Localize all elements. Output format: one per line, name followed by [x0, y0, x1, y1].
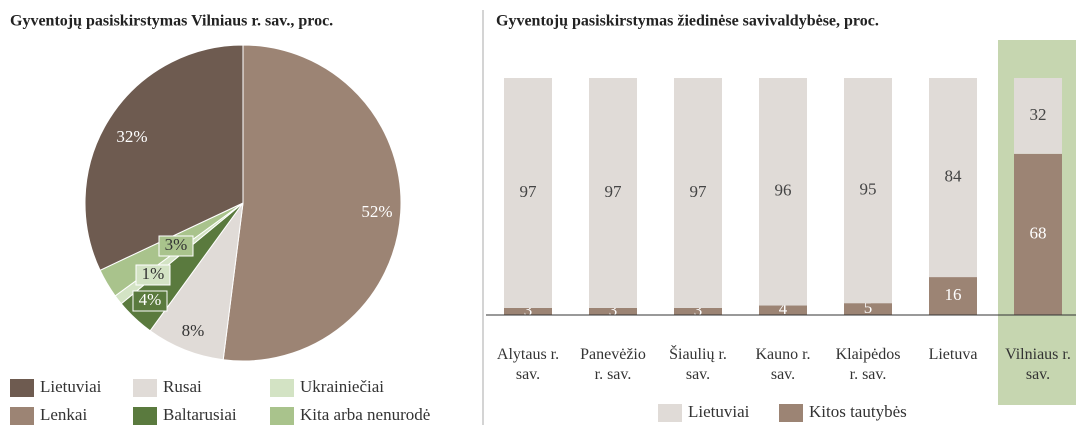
label-box — [135, 264, 171, 286]
data-label: 68 — [1030, 223, 1047, 242]
data-label: 5 — [864, 298, 873, 317]
bar-segment — [844, 303, 892, 315]
legend-swatch — [658, 404, 682, 422]
bar-segment — [674, 78, 722, 308]
data-label: 3 — [524, 300, 533, 319]
legend-swatch — [10, 379, 34, 397]
data-label: 96 — [775, 181, 792, 200]
data-label: 32% — [116, 127, 147, 146]
bar-segment — [1014, 153, 1062, 315]
legend-swatch — [270, 379, 294, 397]
bar-segment — [759, 305, 807, 315]
pie-slice — [84, 44, 244, 271]
legend-swatch — [10, 407, 34, 425]
bar-title: Gyventojų pasiskirstymas žiedinėse saviv… — [496, 13, 879, 30]
bar-segment — [589, 78, 637, 308]
pie-slice — [222, 44, 402, 362]
x-tick-label: Alytaus r. sav. — [496, 346, 560, 383]
data-label: 97 — [690, 182, 708, 201]
bar-segment — [929, 277, 977, 315]
legend-label: Kitos tautybės — [809, 402, 907, 421]
data-label: 3% — [165, 235, 188, 254]
bar-segment — [589, 307, 637, 315]
legend-label: Ukrainiečiai — [300, 377, 384, 396]
legend-swatch — [133, 407, 157, 425]
legend-label: Lietuviai — [688, 402, 750, 421]
legend-label: Lenkai — [40, 405, 87, 424]
data-label: 84 — [945, 166, 963, 185]
data-label: 4 — [779, 299, 788, 318]
x-tick-label: Klaipėdos r. sav. — [835, 346, 901, 383]
data-label: 1% — [142, 264, 165, 283]
data-label: 3 — [694, 300, 703, 319]
bar-segment — [929, 78, 977, 278]
x-tick-label: Panevėžio r. sav. — [580, 346, 646, 383]
data-label: 4% — [139, 290, 162, 309]
data-label: 97 — [605, 182, 623, 201]
legend-label: Kita arba nenurodė — [300, 405, 430, 424]
pie-title: Gyventojų pasiskirstymas Vilniaus r. sav… — [10, 13, 333, 30]
x-tick-label: Vilniaus r. sav. — [1005, 346, 1071, 383]
legend-swatch — [270, 407, 294, 425]
legend-label: Rusai — [163, 377, 202, 396]
data-label: 32 — [1030, 105, 1047, 124]
bar-segment — [759, 78, 807, 306]
bar-segment — [504, 307, 552, 315]
x-tick-label: Lietuva — [928, 346, 978, 363]
bar-segment — [504, 78, 552, 308]
data-label: 3 — [609, 300, 618, 319]
bar-segment — [1014, 78, 1062, 154]
label-box — [132, 290, 168, 312]
legend-label: Lietuviai — [40, 377, 102, 396]
data-label: 95 — [860, 179, 877, 198]
x-tick-label: Šiaulių r. sav. — [669, 346, 727, 383]
x-tick-label: Kauno r. sav. — [755, 346, 811, 383]
bar-segment — [844, 78, 892, 304]
legend-label: Baltarusiai — [163, 405, 237, 424]
data-label: 97 — [520, 182, 538, 201]
legend-swatch — [133, 379, 157, 397]
data-label: 16 — [945, 285, 962, 304]
legend-swatch — [779, 404, 803, 422]
bar-segment — [674, 307, 722, 315]
label-box — [158, 235, 194, 257]
data-label: 8% — [182, 321, 205, 340]
data-label: 52% — [361, 202, 392, 221]
